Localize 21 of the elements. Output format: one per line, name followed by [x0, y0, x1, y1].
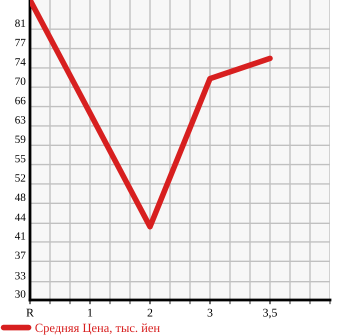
- y-tick-label: 41: [14, 232, 26, 240]
- y-tick-label: 81: [15, 19, 26, 27]
- y-tick-label: 59: [15, 136, 26, 144]
- x-tick-label: 3,5: [263, 308, 277, 318]
- y-tick-label: 44: [14, 214, 26, 221]
- legend-label: Средняя Цена, тыс. йен: [35, 323, 160, 335]
- x-tick-label: R: [26, 308, 34, 317]
- y-tick-label: 52: [15, 174, 26, 182]
- y-tick-label: 63: [15, 116, 26, 124]
- y-tick-label: 77: [15, 38, 26, 46]
- x-tick-label: 2: [148, 308, 152, 317]
- y-tick-label: 55: [15, 154, 26, 162]
- y-tick-label: 66: [15, 96, 26, 104]
- x-tick-label: 3: [208, 308, 212, 317]
- y-tick-label: 30: [15, 290, 26, 298]
- y-tick-label: 74: [15, 58, 26, 66]
- y-tick-label: 37: [15, 252, 26, 260]
- y-tick-label: 33: [15, 272, 26, 280]
- x-tick-label: 1: [88, 308, 92, 317]
- y-tick-label: 70: [15, 77, 26, 85]
- y-tick-label: 48: [14, 194, 26, 202]
